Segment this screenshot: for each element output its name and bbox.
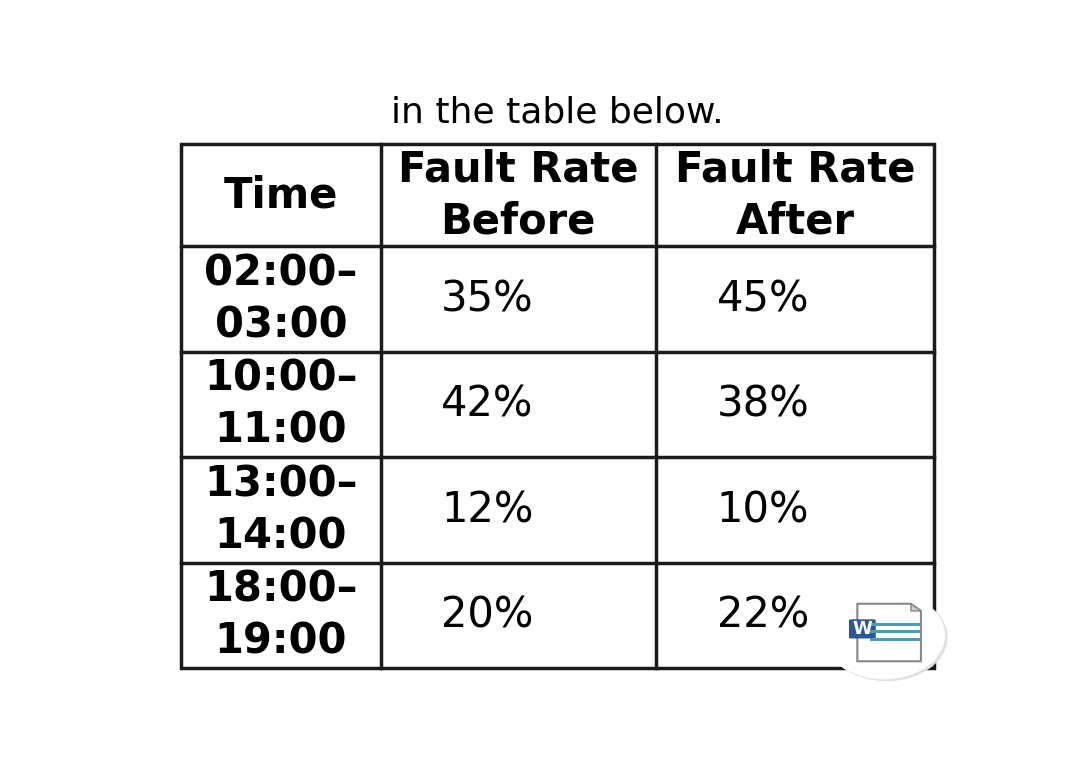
Text: 38%: 38%	[717, 384, 810, 426]
Text: 35%: 35%	[441, 279, 534, 321]
Text: Fault Rate
After: Fault Rate After	[675, 149, 915, 242]
Text: 18:00–
19:00: 18:00– 19:00	[204, 569, 357, 663]
Text: 10%: 10%	[717, 489, 809, 531]
Text: 02:00–
03:00: 02:00– 03:00	[204, 252, 357, 346]
Text: 45%: 45%	[717, 279, 809, 321]
Text: 12%: 12%	[441, 489, 534, 531]
Text: in the table below.: in the table below.	[391, 95, 724, 129]
Circle shape	[826, 594, 947, 681]
Text: 42%: 42%	[441, 384, 534, 426]
FancyBboxPatch shape	[849, 619, 876, 639]
Text: Time: Time	[224, 174, 338, 216]
Polygon shape	[910, 604, 921, 611]
Bar	[181, 144, 934, 668]
Text: 13:00–
14:00: 13:00– 14:00	[204, 463, 357, 557]
Text: 20%: 20%	[441, 594, 534, 636]
Text: Fault Rate
Before: Fault Rate Before	[397, 149, 638, 242]
Text: 10:00–
11:00: 10:00– 11:00	[204, 358, 357, 452]
Circle shape	[824, 592, 944, 678]
Polygon shape	[858, 604, 921, 661]
Text: W: W	[852, 620, 873, 638]
Text: 22%: 22%	[717, 594, 809, 636]
